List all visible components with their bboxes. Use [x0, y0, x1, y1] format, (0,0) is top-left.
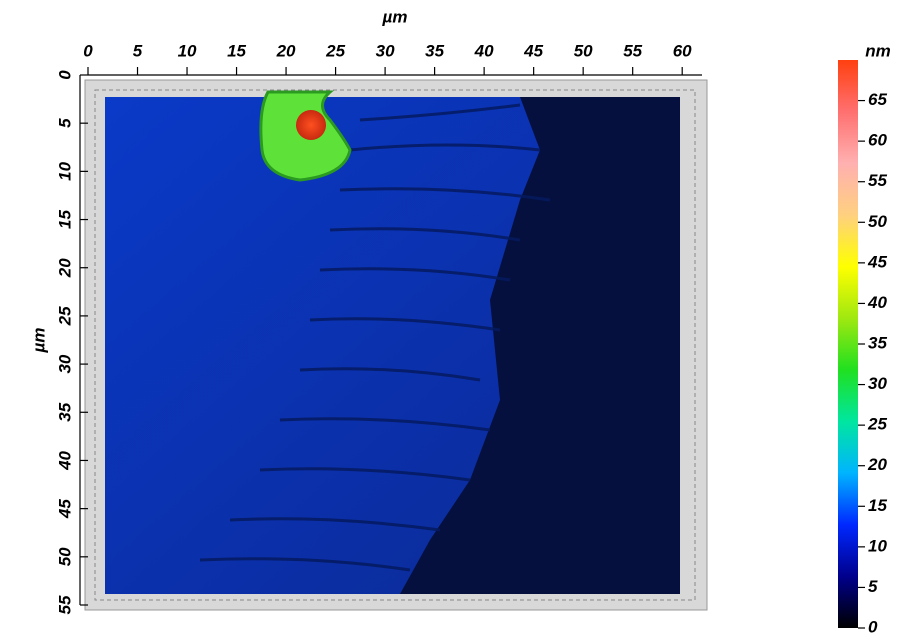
colorbar-tick-label: 45 [867, 252, 887, 271]
colorbar-tick-label: 65 [868, 90, 887, 109]
y-tick-label: 45 [55, 499, 74, 519]
y-axis-label: µm [29, 328, 48, 354]
x-tick-label: 30 [376, 41, 395, 60]
y-tick-label: 50 [55, 547, 74, 566]
x-tick-label: 20 [276, 41, 296, 60]
x-tick-label: 5 [133, 41, 143, 60]
x-tick-label: 35 [425, 41, 444, 60]
y-tick-label: 35 [55, 402, 74, 421]
colorbar-tick-label: 20 [867, 455, 887, 474]
x-tick-label: 60 [673, 41, 692, 60]
colorbar [838, 60, 858, 628]
colorbar-tick-label: 40 [867, 293, 887, 312]
x-axis-label: µm [382, 7, 408, 26]
colorbar-tick-label: 50 [868, 212, 887, 231]
x-tick-label: 10 [178, 41, 197, 60]
colorbar-tick-label: 5 [868, 577, 878, 596]
afm-image [105, 90, 680, 594]
y-tick-label: 55 [55, 595, 74, 614]
colorbar-tick-label: 25 [867, 415, 887, 434]
x-tick-label: 45 [523, 41, 543, 60]
colorbar-tick-label: 0 [868, 617, 878, 636]
y-tick-label: 0 [55, 70, 74, 80]
colorbar-tick-label: 10 [868, 536, 887, 555]
x-tick-label: 40 [474, 41, 494, 60]
y-tick-label: 10 [55, 161, 74, 180]
x-tick-label: 50 [574, 41, 593, 60]
x-tick-label: 15 [227, 41, 246, 60]
colorbar-tick-label: 30 [868, 374, 887, 393]
x-tick-label: 55 [623, 41, 642, 60]
y-tick-label: 25 [55, 306, 74, 326]
x-tick-label: 0 [83, 41, 93, 60]
colorbar-tick-label: 55 [868, 171, 887, 190]
colorbar-tick-label: 60 [868, 131, 887, 150]
y-tick-label: 30 [55, 354, 74, 373]
colorbar-label: nm [865, 41, 891, 60]
colorbar-tick-label: 15 [868, 496, 887, 515]
colorbar-tick-label: 35 [868, 333, 887, 352]
y-tick-label: 15 [55, 210, 74, 229]
y-tick-label: 20 [55, 258, 74, 278]
x-tick-label: 25 [325, 41, 345, 60]
y-tick-label: 5 [55, 118, 74, 128]
y-tick-label: 40 [55, 450, 74, 470]
